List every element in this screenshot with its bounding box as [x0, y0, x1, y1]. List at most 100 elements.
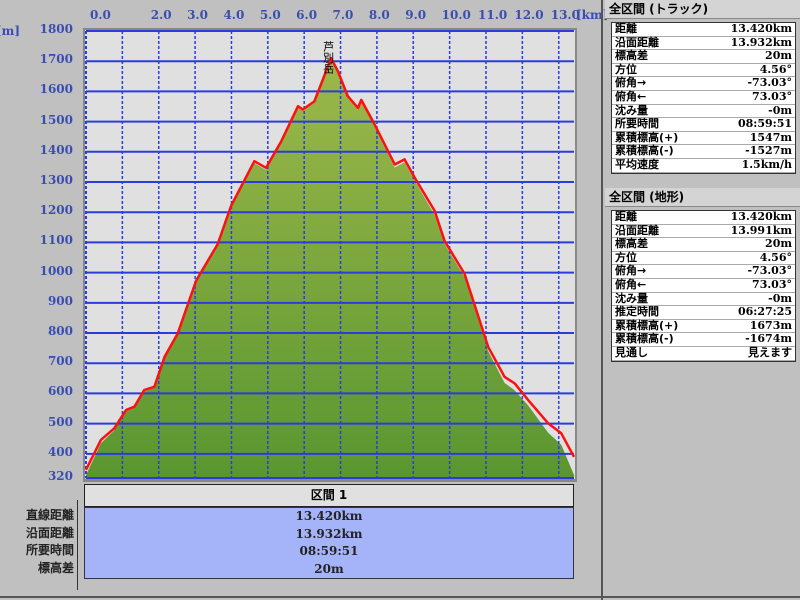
stat-value: 20m	[765, 49, 792, 63]
stat-value: 20m	[765, 237, 792, 251]
stat-label: 俯角→	[615, 264, 647, 278]
stat-value: -0m	[768, 291, 792, 305]
segment-header[interactable]: 区間 1	[84, 484, 574, 507]
peak-label: 芦別岳	[322, 41, 335, 74]
stat-value: 06:27:25	[737, 305, 792, 319]
stat-row: 方位 4.56°	[612, 250, 795, 266]
stat-row: 沿面距離 13.991km	[612, 223, 795, 239]
stat-value: -73.03°	[747, 264, 792, 278]
x-tick-label: 12.0	[514, 8, 544, 22]
stat-row: 標高差 20m	[612, 238, 795, 252]
stat-label: 距離	[615, 22, 637, 35]
track-stats-table: 距離 13.420km 沿面距離 13.932km 標高差 20m 方位 4.56° 俯角→ -7…	[611, 22, 796, 174]
segment-label: 標高差	[37, 560, 74, 575]
y-tick-label: 700	[47, 354, 73, 369]
stat-value: -0m	[768, 103, 792, 117]
stat-value: 13.991km	[730, 223, 792, 237]
stat-value: 4.56°	[759, 62, 792, 76]
stat-row: 沈み量 -0m	[612, 291, 795, 307]
panel-title-track: 全区間 (トラック)	[605, 0, 800, 19]
stat-value: 73.03°	[752, 89, 792, 103]
terrain-area	[86, 61, 574, 479]
track-line	[84, 56, 576, 471]
stat-label: 沈み量	[615, 291, 648, 305]
stat-label: 累積標高(-)	[615, 332, 674, 346]
x-tick-label: 10.0	[441, 8, 471, 22]
stat-row: 俯角← 73.03°	[612, 89, 795, 105]
y-tick-label: 1800	[39, 22, 73, 36]
stat-row: 累積標高(-) -1674m	[612, 333, 795, 347]
x-tick-label: 6.0	[296, 8, 318, 22]
stat-value: 13.420km	[730, 210, 792, 223]
y-tick-label: 1700	[39, 52, 73, 67]
stat-label: 推定時間	[615, 305, 659, 319]
stat-row: 距離 13.420km	[612, 22, 795, 37]
stat-label: 俯角←	[615, 89, 647, 103]
x-tick-label: 7.0	[332, 8, 354, 22]
segment-labels: 直線距離 沿面距離 所要時間 標高差	[0, 507, 74, 577]
x-tick-label: 5.0	[259, 8, 281, 22]
segment-values: 13.420km 13.932km 08:59:51 20m	[84, 507, 574, 579]
panel-title-terrain: 全区間 (地形)	[605, 188, 800, 207]
x-tick-label: 0.0	[90, 8, 111, 22]
stat-row: 累積標高(-) -1527m	[612, 145, 795, 159]
x-tick-label: 13.0	[550, 8, 580, 22]
bottom-divider	[0, 596, 800, 598]
stat-row: 方位 4.56°	[612, 62, 795, 78]
stat-row: 累積標高(+) 1547m	[612, 130, 795, 146]
y-tick-label: 1600	[39, 82, 73, 97]
stat-row: 沈み量 -0m	[612, 103, 795, 119]
stat-value: 1.5km/h	[741, 157, 792, 171]
stat-row: 俯角← 73.03°	[612, 277, 795, 293]
stat-label: 平均速度	[615, 157, 659, 171]
x-tick-label: 11.0	[478, 8, 508, 22]
stat-row: 沿面距離 13.932km	[612, 35, 795, 51]
stat-label: 方位	[615, 250, 637, 264]
stat-row: 平均速度 1.5km/h	[612, 157, 795, 173]
stat-value: 見えます	[748, 345, 792, 359]
stat-value: -1674m	[745, 332, 792, 346]
stat-row: 距離 13.420km	[612, 210, 795, 225]
elevation-profile-chart[interactable]: 芦別岳	[83, 28, 577, 482]
y-tick-label: 500	[47, 414, 73, 429]
stat-value: 1547m	[749, 130, 792, 144]
stat-label: 見通し	[615, 345, 648, 359]
x-tick-label: 4.0	[223, 8, 245, 22]
x-axis-unit: [km]	[576, 8, 609, 22]
stat-label: 所要時間	[615, 117, 659, 131]
stat-value: 13.420km	[730, 22, 792, 35]
stat-label: 累積標高(-)	[615, 144, 674, 158]
stat-label: 標高差	[615, 49, 648, 63]
stat-row: 標高差 20m	[612, 50, 795, 64]
stat-label: 沿面距離	[615, 223, 659, 237]
x-tick-label: 9.0	[405, 8, 427, 22]
stat-label: 標高差	[615, 237, 648, 251]
stat-label: 俯角→	[615, 76, 647, 90]
y-tick-label: 400	[47, 444, 73, 459]
y-tick-label: 900	[47, 293, 73, 308]
stat-row: 累積標高(+) 1673m	[612, 318, 795, 334]
stat-label: 距離	[615, 210, 637, 223]
stat-value: 13.932km	[730, 35, 792, 49]
divider	[77, 500, 78, 590]
panel-divider[interactable]	[601, 0, 603, 600]
y-tick-label: 1000	[39, 263, 73, 278]
stat-label: 俯角←	[615, 277, 647, 291]
y-axis-unit: [m]	[0, 24, 21, 38]
segment-value: 08:59:51	[299, 544, 359, 558]
y-tick-label: 1200	[39, 203, 73, 218]
stat-row: 見通し 見えます	[612, 345, 795, 361]
stat-label: 方位	[615, 62, 637, 76]
stat-label: 沈み量	[615, 103, 648, 117]
stat-row: 所要時間 08:59:51	[612, 118, 795, 132]
stat-value: 4.56°	[759, 250, 792, 264]
y-tick-label: 1500	[39, 112, 73, 127]
segment-label: 沿面距離	[25, 525, 74, 540]
stat-value: 73.03°	[752, 277, 792, 291]
stat-row: 俯角→ -73.03°	[612, 265, 795, 279]
y-tick-label: 320	[47, 469, 73, 483]
stat-label: 累積標高(+)	[615, 318, 679, 332]
stat-value: 08:59:51	[737, 117, 792, 131]
stat-label: 累積標高(+)	[615, 130, 679, 144]
stat-value: -73.03°	[747, 76, 792, 90]
